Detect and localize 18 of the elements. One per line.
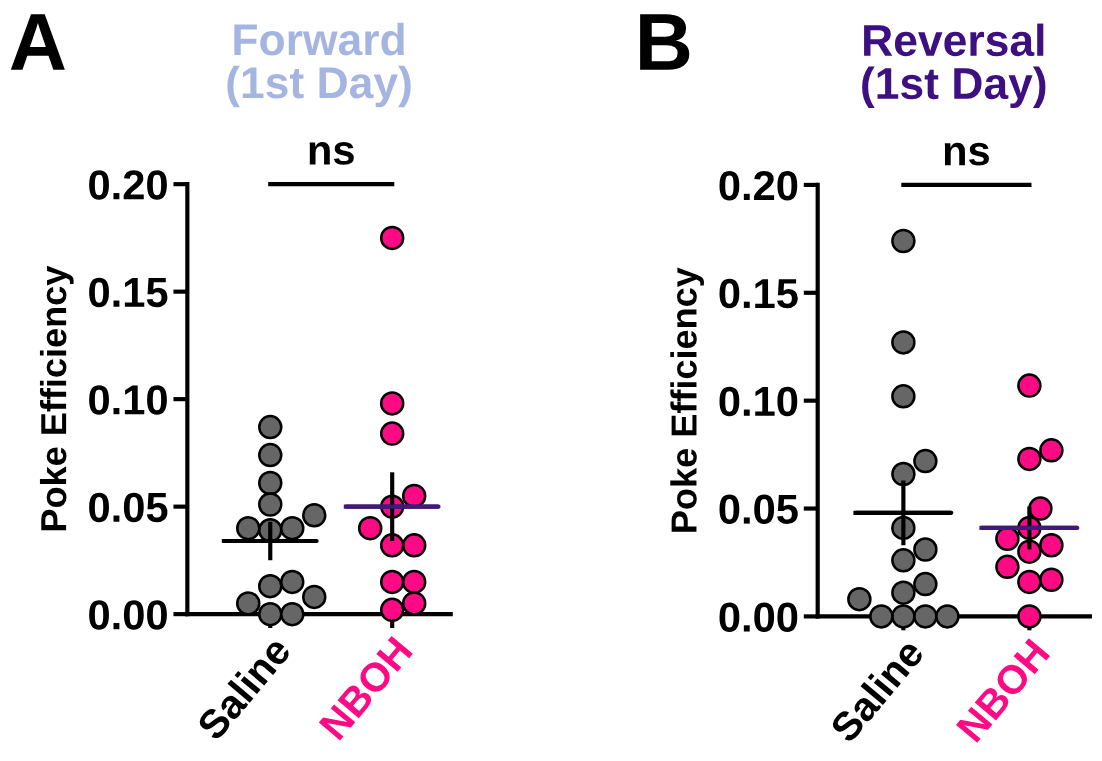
- chart-title: Forward (1st Day): [227, 22, 411, 108]
- y-tick-label: 0.05: [719, 494, 798, 525]
- y-tick-label: 0.00: [89, 600, 167, 630]
- y-tick-label: 0.15: [89, 277, 168, 308]
- y-tick-label: 0.00: [719, 602, 798, 632]
- text: A: [10, 14, 65, 70]
- y-tick-label: 0.15: [719, 278, 798, 309]
- y-tick-label: 0.20: [719, 170, 798, 201]
- text: ns: [944, 142, 989, 166]
- chart-title: Reversal (1st Day): [862, 23, 1046, 109]
- y-axis-title: Poke Efficiency: [39, 265, 74, 531]
- y-axis-title: Poke Efficiency: [670, 267, 704, 532]
- y-tick-label: 0.20: [89, 170, 167, 200]
- text: B: [640, 14, 690, 70]
- y-tick-label: 0.10: [89, 385, 167, 415]
- y-tick-label: 0.05: [89, 492, 168, 523]
- y-tick-label: 0.10: [719, 386, 798, 417]
- text: ns: [309, 141, 354, 165]
